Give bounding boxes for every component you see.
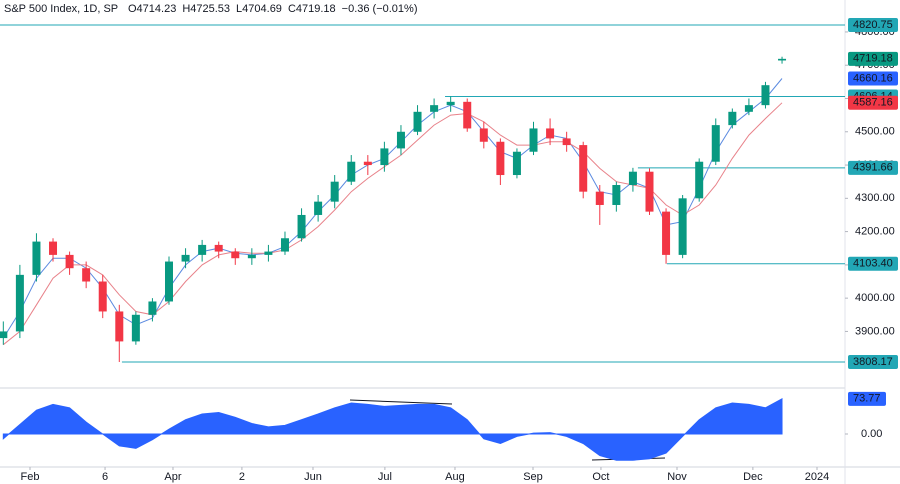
x-tick-label: Sep <box>523 471 543 483</box>
candle-body <box>430 105 439 112</box>
price-badge-label: 4660.16 <box>853 72 893 84</box>
candle-body <box>396 131 405 149</box>
candle-body <box>695 161 704 199</box>
candle-body <box>711 125 720 162</box>
x-tick-label: Feb <box>21 471 40 483</box>
price-badge-label: 4103.40 <box>853 258 893 270</box>
candle-body <box>645 171 654 212</box>
ohlc-label: −0.36 (−0.01%) <box>342 3 418 15</box>
y-tick-label: 4000.00 <box>855 292 895 304</box>
y-tick-label: 4500.00 <box>855 126 895 138</box>
price-badge <box>848 354 898 369</box>
candle-body <box>115 311 124 342</box>
osc-badge-label: 73.77 <box>853 393 881 405</box>
osc-badge <box>848 391 886 406</box>
candle-body <box>728 111 737 126</box>
price-badge <box>848 71 898 86</box>
osc-tick-label: 0.00 <box>861 428 882 440</box>
candle-body <box>628 171 637 186</box>
ohlc-label: O4714.23 <box>128 3 176 15</box>
y-tick-label: 4200.00 <box>855 226 895 238</box>
candle-body <box>65 254 74 269</box>
candle-body <box>778 58 787 61</box>
candle-body <box>32 241 41 275</box>
candle-body <box>82 268 91 282</box>
candle-body <box>446 101 455 106</box>
x-tick-label: 2024 <box>805 471 829 483</box>
candle-body <box>131 314 140 342</box>
x-tick-label: 6 <box>102 471 108 483</box>
candle-body <box>546 128 555 139</box>
x-tick-label: Dec <box>743 471 763 483</box>
candle-body <box>562 138 571 146</box>
x-tick-label: Apr <box>164 471 181 483</box>
x-tick-label: Aug <box>445 471 465 483</box>
ohlc-label: H4725.53 <box>182 3 230 15</box>
y-tick-label: 4300.00 <box>855 192 895 204</box>
candle-body <box>512 151 521 176</box>
candle-body <box>181 254 190 262</box>
candle-body <box>231 251 240 259</box>
candle-body <box>314 201 323 215</box>
price-badge-label: 4719.18 <box>853 53 893 65</box>
candle-body <box>761 85 770 106</box>
candle-body <box>529 128 538 152</box>
x-tick-label: 2 <box>239 471 245 483</box>
candle-body <box>380 148 389 166</box>
ohlc-label: L4704.69 <box>236 3 282 15</box>
candle-body <box>280 238 289 252</box>
price-badge-label: 4820.75 <box>853 19 893 31</box>
candle-body <box>15 274 24 332</box>
ohlc-label: C4719.18 <box>288 3 336 15</box>
price-badge-label: 4587.16 <box>853 97 893 109</box>
candle-body <box>49 241 58 255</box>
divergence-line <box>349 399 453 405</box>
candle-body <box>165 261 173 302</box>
candle-body <box>612 185 621 205</box>
candle-body <box>247 254 256 259</box>
price-badge <box>848 18 898 33</box>
candle-body <box>662 211 671 255</box>
candle-body <box>744 105 753 112</box>
x-tick-label: Oct <box>592 471 609 483</box>
candle-body <box>297 214 306 239</box>
candle-body <box>198 244 207 255</box>
x-tick-label: Jun <box>304 471 322 483</box>
candle-body <box>595 191 604 205</box>
candle-body <box>413 111 422 132</box>
candle-body <box>264 251 273 255</box>
price-badge-label: 3808.17 <box>853 356 893 368</box>
candle-body <box>330 181 339 202</box>
candle-body <box>479 128 488 142</box>
chart-title: S&P 500 Index, 1D, SP <box>4 3 118 15</box>
oscillator-area <box>2 397 783 461</box>
candle-body <box>579 145 588 192</box>
price-badge <box>848 256 898 271</box>
x-tick-label: Nov <box>667 471 687 483</box>
price-badge <box>848 95 898 110</box>
candle-body <box>0 331 8 339</box>
header: S&P 500 Index, 1D, SP <box>4 3 118 15</box>
x-tick-label: Jul <box>378 471 392 483</box>
candle-body <box>347 161 356 182</box>
y-tick-label: 3900.00 <box>855 325 895 337</box>
price-badge <box>848 160 898 175</box>
candle-body <box>463 101 472 129</box>
candle-body <box>363 161 372 166</box>
candle-body <box>496 141 505 176</box>
candle-body <box>148 301 157 315</box>
candle-body <box>678 198 687 255</box>
candle-body <box>214 244 223 252</box>
price-badge-label: 4391.66 <box>853 162 893 174</box>
price-badge <box>848 51 898 66</box>
candle-body <box>98 281 107 312</box>
